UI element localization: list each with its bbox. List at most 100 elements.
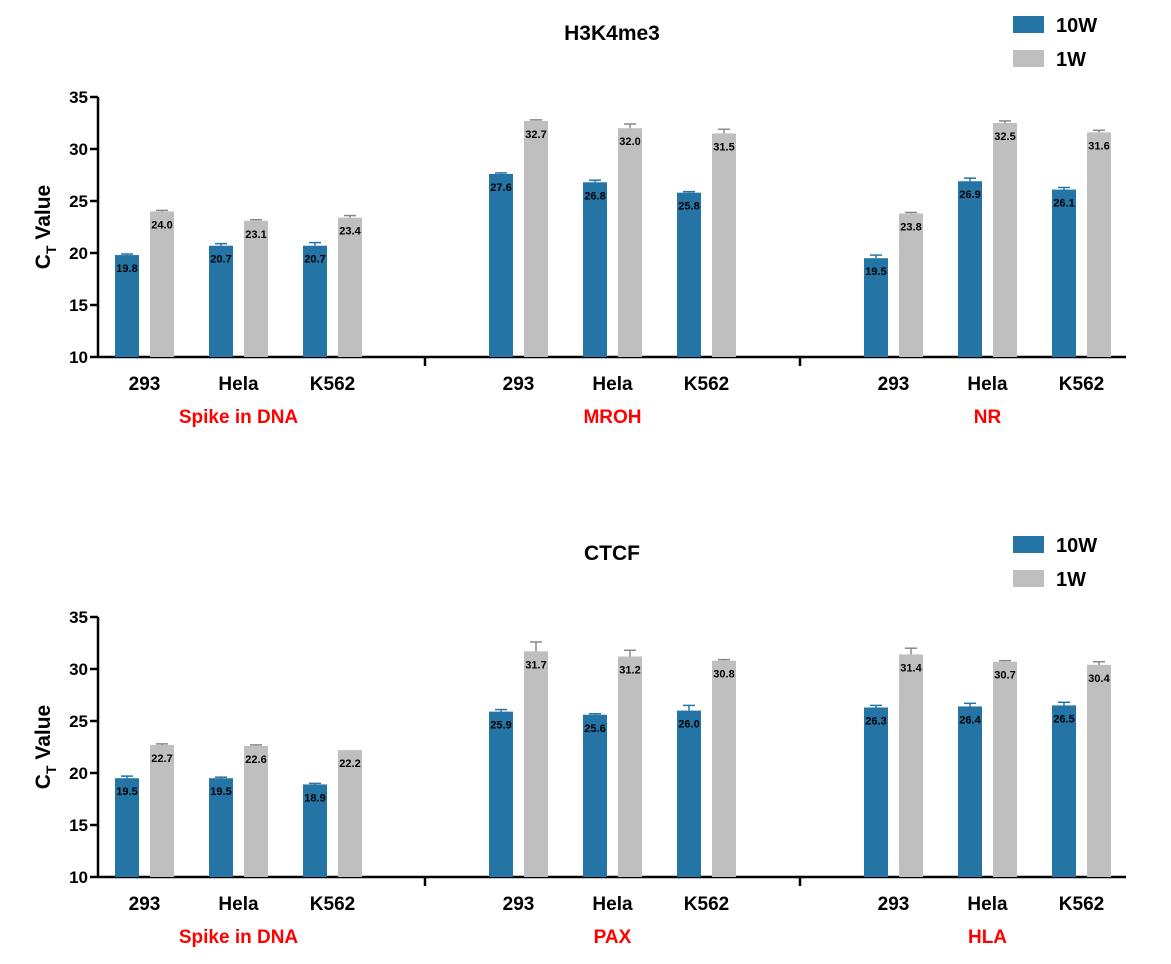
data-label: 30.4: [1088, 673, 1110, 685]
bar-1w: [899, 654, 923, 877]
data-label: 22.7: [151, 753, 172, 765]
bar-1w: [899, 213, 923, 357]
data-label: 27.6: [490, 182, 511, 194]
chart-title: CTCF: [584, 542, 640, 565]
x-tick-label: 293: [129, 374, 161, 395]
chart-title: H3K4me3: [564, 22, 660, 45]
legend-swatch-10w: [1013, 16, 1044, 33]
bar-10w: [958, 706, 982, 877]
x-tick-label: K562: [684, 374, 729, 395]
data-label: 32.5: [994, 131, 1015, 143]
y-tick-label: 25: [69, 192, 88, 211]
group-label: NR: [974, 407, 1002, 428]
x-tick-label: K562: [310, 374, 355, 395]
data-label: 26.0: [678, 719, 699, 731]
data-label: 19.5: [210, 786, 231, 798]
legend-swatch-10w: [1013, 536, 1044, 553]
chart-panel-2: CTCF 10W 1W CT Value 10 15 20 25 30 35 19.5 22.7 293…: [32, 535, 1126, 948]
y-axis-label: CT Value: [32, 705, 59, 789]
bar-1w: [1087, 132, 1111, 357]
y-tick-label: 30: [69, 660, 88, 679]
data-label: 23.4: [339, 226, 361, 238]
bar-1w: [712, 133, 736, 357]
x-tick-label: Hela: [592, 374, 633, 395]
bar-1w: [524, 120, 548, 357]
data-label: 19.8: [116, 263, 137, 275]
data-label: 25.9: [490, 720, 511, 732]
data-label: 20.7: [210, 254, 231, 266]
bar-10w: [958, 181, 982, 357]
data-label: 23.1: [245, 229, 266, 241]
bar-10w: [864, 707, 888, 877]
data-label: 31.6: [1088, 140, 1109, 152]
bar-1w: [1087, 664, 1111, 877]
bar-10w: [209, 245, 233, 357]
y-tick-label: 35: [69, 608, 88, 627]
bar-10w: [583, 714, 607, 877]
x-tick-label: 293: [129, 894, 161, 915]
bar-1w: [338, 750, 362, 877]
bar-10w: [864, 258, 888, 357]
bar-10w: [303, 784, 327, 877]
data-label: 20.7: [304, 254, 325, 266]
bar-1w: [618, 656, 642, 877]
data-label: 32.0: [619, 136, 640, 148]
y-tick-label: 10: [69, 868, 88, 887]
bar-10w: [489, 711, 513, 877]
data-label: 19.5: [865, 266, 886, 278]
y-axis-label: CT Value: [32, 185, 59, 269]
bar-1w: [150, 211, 174, 357]
x-tick-label: K562: [1059, 374, 1104, 395]
y-tick-label: 15: [69, 296, 88, 315]
bar-1w: [712, 660, 736, 877]
legend-label-10w: 10W: [1056, 535, 1097, 557]
x-tick-label: 293: [878, 374, 910, 395]
group-label: PAX: [594, 927, 632, 948]
bar-1w: [993, 661, 1017, 877]
bar-10w: [209, 778, 233, 877]
bar-1w: [338, 217, 362, 357]
bar-10w: [677, 192, 701, 357]
data-label: 25.6: [584, 723, 605, 735]
bar-10w: [1052, 189, 1076, 357]
x-tick-label: K562: [1059, 894, 1104, 915]
group-label: Spike in DNA: [179, 927, 299, 948]
data-label: 26.4: [959, 714, 981, 726]
x-tick-label: Hela: [967, 374, 1008, 395]
x-tick-label: 293: [503, 894, 535, 915]
bar-1w: [993, 123, 1017, 357]
bar-1w: [150, 744, 174, 877]
data-label: 26.5: [1053, 713, 1074, 725]
data-label: 22.2: [339, 758, 360, 770]
data-label: 31.5: [713, 141, 734, 153]
bar-10w: [583, 182, 607, 357]
y-tick-label: 25: [69, 712, 88, 731]
data-label: 26.3: [865, 715, 886, 727]
bar-10w: [1052, 705, 1076, 877]
legend-label-1w: 1W: [1056, 569, 1086, 591]
data-label: 30.8: [713, 669, 734, 681]
x-tick-label: 293: [503, 374, 535, 395]
x-tick-label: K562: [684, 894, 729, 915]
legend-label-10w: 10W: [1056, 15, 1097, 37]
data-label: 31.4: [900, 662, 922, 674]
bar-10w: [115, 255, 139, 357]
x-tick-label: K562: [310, 894, 355, 915]
data-label: 18.9: [304, 792, 325, 804]
data-label: 31.7: [525, 659, 546, 671]
data-label: 25.8: [678, 201, 699, 213]
y-tick-label: 15: [69, 816, 88, 835]
x-tick-label: 293: [878, 894, 910, 915]
data-label: 26.1: [1053, 198, 1074, 210]
chart-panel-1: H3K4me3 10W 1W CT Value 10 15 20 25 30 35 19.8 24.0…: [32, 15, 1126, 428]
data-label: 31.2: [619, 665, 640, 677]
group-label: Spike in DNA: [179, 407, 299, 428]
data-label: 23.8: [900, 221, 921, 233]
x-tick-label: Hela: [218, 374, 259, 395]
legend-swatch-1w: [1013, 50, 1044, 67]
bar-10w: [303, 245, 327, 357]
legend-swatch-1w: [1013, 570, 1044, 587]
y-tick-label: 30: [69, 140, 88, 159]
x-tick-label: Hela: [967, 894, 1008, 915]
